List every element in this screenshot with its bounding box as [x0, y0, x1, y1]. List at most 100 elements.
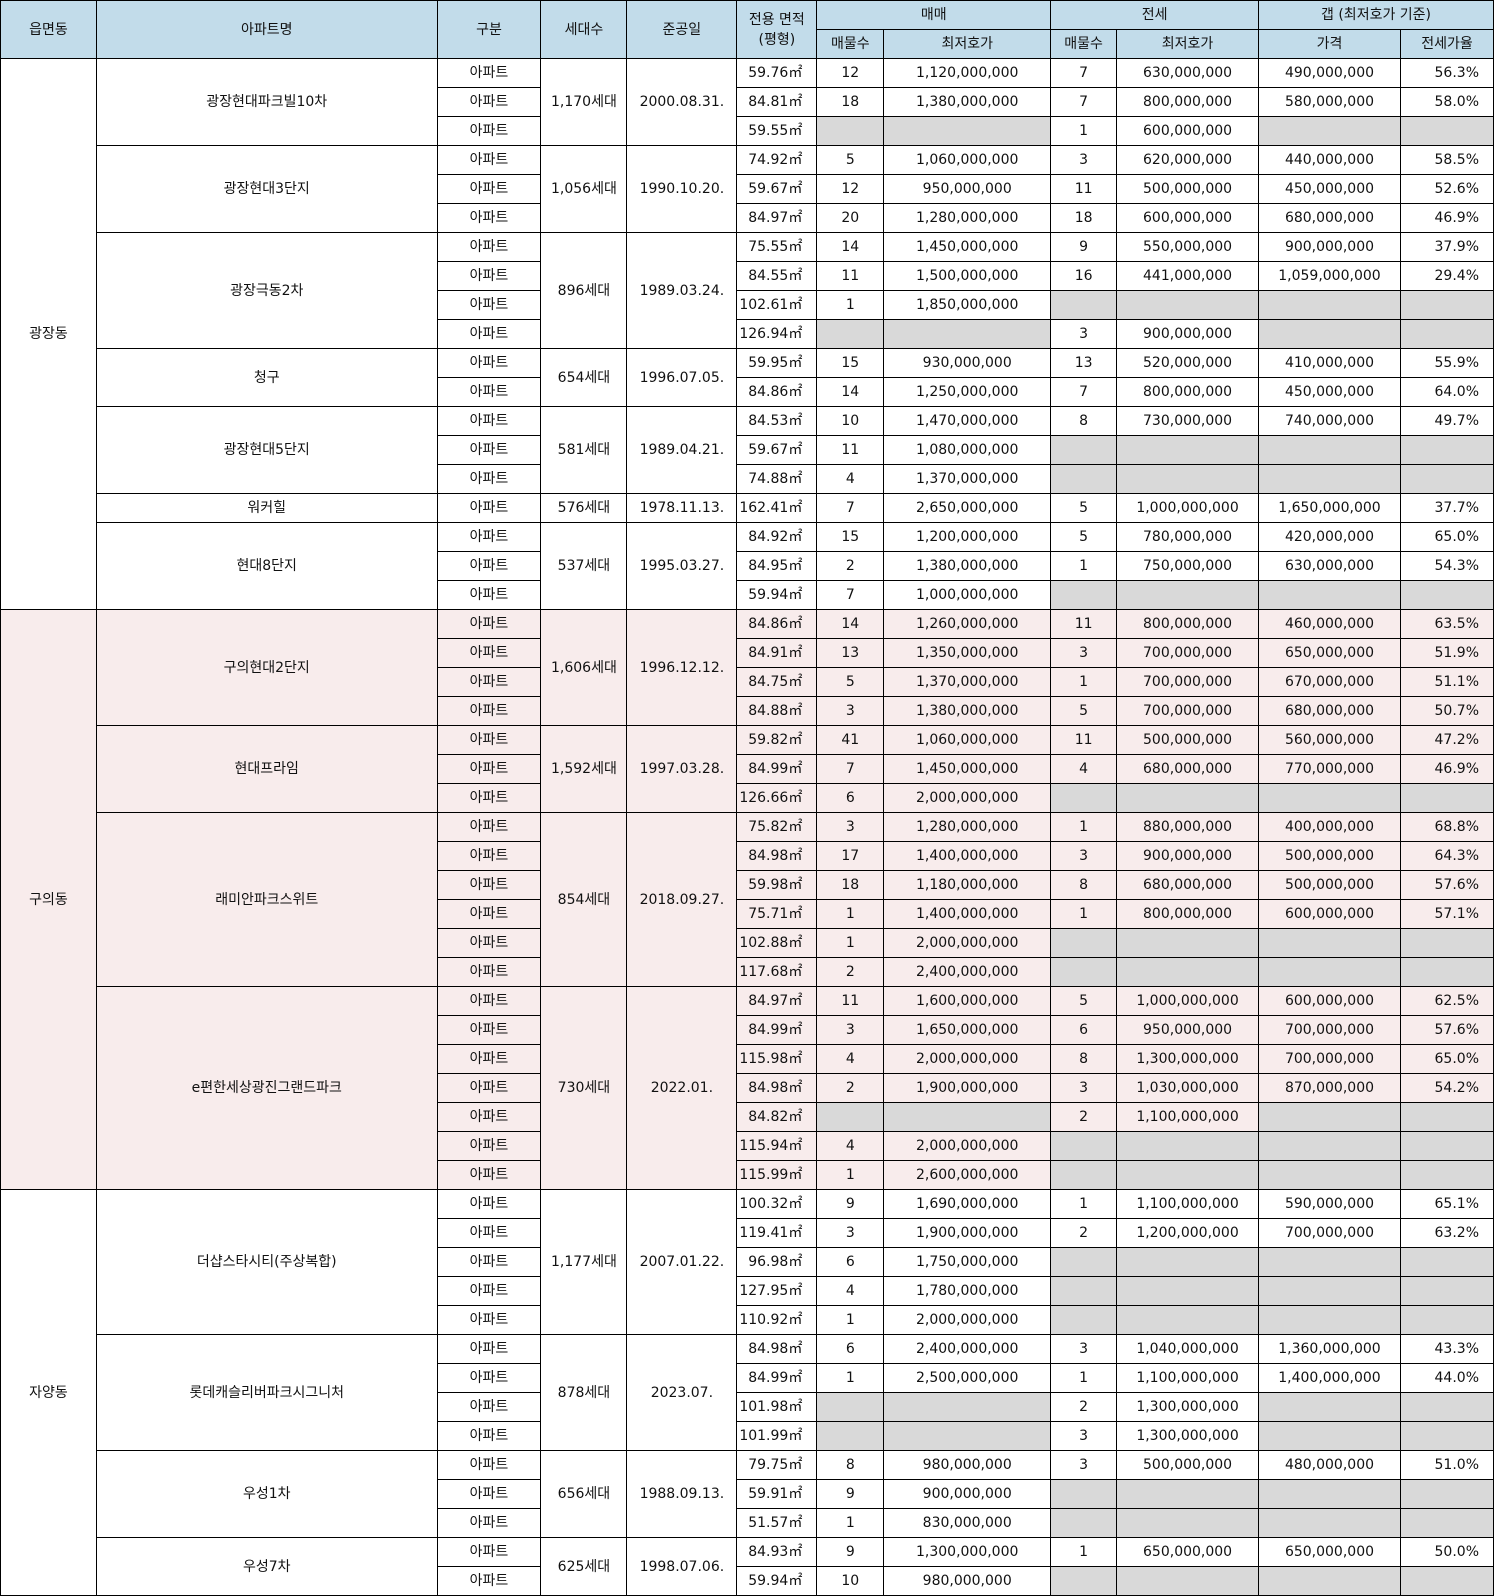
area-cell: 126.94㎡: [736, 319, 818, 349]
households-cell: 1,606세대: [540, 609, 628, 726]
jeonse-min-price-cell: 1,000,000,000: [1116, 493, 1260, 523]
gap-price-cell: [1258, 1566, 1401, 1596]
jeonse-min-price-cell: 880,000,000: [1116, 812, 1260, 842]
jeonse-count-cell: 7: [1050, 87, 1118, 117]
households-cell: 625세대: [540, 1537, 628, 1596]
area-cell: 84.99㎡: [736, 754, 818, 784]
gap-price-cell: 450,000,000: [1258, 377, 1401, 407]
type-cell: 아파트: [436, 1044, 542, 1074]
sale-min-price-cell: [883, 319, 1052, 349]
gap-price-cell: [1258, 1247, 1401, 1277]
sale-min-price-cell: 1,450,000,000: [883, 232, 1052, 262]
area-cell: 84.98㎡: [736, 1073, 818, 1103]
gap-price-cell: [1258, 435, 1401, 465]
gap-price-cell: 740,000,000: [1258, 406, 1401, 436]
header-region: 읍면동: [0, 0, 97, 59]
apartment-name-cell: 구의현대2단지: [95, 609, 438, 726]
table-row: 아파트 84.88㎡ 3 1,380,000,000 5 700,000,000 680,0…: [1, 696, 1494, 726]
table-row: 아파트 84.99㎡ 3 1,650,000,000 6 950,000,000 700,0…: [1, 1015, 1494, 1045]
sale-count-cell: 20: [816, 203, 885, 233]
table-header: 읍면동 아파트명 구분 세대수 준공일 전용 면적 (평형) 매매 전세 갭 (최…: [0, 0, 1494, 59]
area-cell: 115.99㎡: [736, 1160, 818, 1190]
sale-min-price-cell: 980,000,000: [883, 1450, 1052, 1480]
jeonse-count-cell: [1050, 1305, 1118, 1335]
sale-count-cell: 10: [816, 1566, 885, 1596]
jeonse-min-price-cell: 950,000,000: [1116, 1015, 1260, 1045]
sale-count-cell: 15: [816, 348, 885, 378]
apartment-name-cell: 우성1차: [95, 1450, 438, 1538]
type-cell: 아파트: [436, 1392, 542, 1422]
apartment-name-cell: 롯데캐슬리버파크시그니처: [95, 1334, 438, 1451]
jeonse-min-price-cell: 900,000,000: [1116, 841, 1260, 871]
sale-count-cell: [816, 1421, 885, 1451]
sale-count-cell: 41: [816, 725, 885, 755]
sale-count-cell: 6: [816, 783, 885, 813]
sale-min-price-cell: 1,000,000,000: [883, 580, 1052, 610]
area-cell: 101.98㎡: [736, 1392, 818, 1422]
area-cell: 59.95㎡: [736, 348, 818, 378]
region-cell: 자양동: [0, 1189, 97, 1596]
jeonse-min-price-cell: 500,000,000: [1116, 1450, 1260, 1480]
sale-count-cell: 4: [816, 464, 885, 494]
jeonse-ratio-cell: 64.0%: [1399, 377, 1494, 407]
jeonse-min-price-cell: 650,000,000: [1116, 1537, 1260, 1567]
apartment-name-cell: 현대8단지: [95, 522, 438, 610]
sale-count-cell: 7: [816, 493, 885, 523]
gap-price-cell: 490,000,000: [1258, 58, 1401, 88]
jeonse-count-cell: [1050, 1131, 1118, 1161]
type-cell: 아파트: [436, 1189, 542, 1219]
completion-date-cell: 2000.08.31.: [626, 58, 738, 146]
jeonse-min-price-cell: 680,000,000: [1116, 754, 1260, 784]
sale-min-price-cell: 1,350,000,000: [883, 638, 1052, 668]
jeonse-ratio-cell: 56.3%: [1399, 58, 1494, 88]
jeonse-ratio-cell: 65.1%: [1399, 1189, 1494, 1219]
gap-price-cell: 1,650,000,000: [1258, 493, 1401, 523]
gap-price-cell: [1258, 290, 1401, 320]
type-cell: 아파트: [436, 1015, 542, 1045]
sale-min-price-cell: 1,200,000,000: [883, 522, 1052, 552]
area-cell: 84.81㎡: [736, 87, 818, 117]
gap-price-cell: 900,000,000: [1258, 232, 1401, 262]
sale-min-price-cell: 1,260,000,000: [883, 609, 1052, 639]
type-cell: 아파트: [436, 1160, 542, 1190]
area-cell: 75.82㎡: [736, 812, 818, 842]
jeonse-min-price-cell: 550,000,000: [1116, 232, 1260, 262]
sale-count-cell: 3: [816, 1015, 885, 1045]
sale-min-price-cell: 1,400,000,000: [883, 841, 1052, 871]
gap-price-cell: 440,000,000: [1258, 145, 1401, 175]
completion-date-cell: 2022.01.: [626, 986, 738, 1190]
sale-min-price-cell: 1,300,000,000: [883, 1537, 1052, 1567]
jeonse-count-cell: [1050, 1160, 1118, 1190]
gap-price-cell: 410,000,000: [1258, 348, 1401, 378]
apartment-name-cell: 청구: [95, 348, 438, 407]
table-row: 광장동 광장현대파크빌10차 아파트 1,170세대 2000.08.31. 59.76㎡…: [0, 58, 1494, 610]
area-cell: 84.93㎡: [736, 1537, 818, 1567]
gap-price-cell: 420,000,000: [1258, 522, 1401, 552]
jeonse-min-price-cell: 900,000,000: [1116, 319, 1260, 349]
jeonse-ratio-cell: [1399, 1305, 1494, 1335]
type-cell: 아파트: [436, 435, 542, 465]
apartment-name-cell: 광장극동2차: [95, 232, 438, 349]
sale-count-cell: 3: [816, 1218, 885, 1248]
jeonse-count-cell: [1050, 957, 1118, 987]
sale-count-cell: 8: [816, 1450, 885, 1480]
gap-price-cell: [1258, 783, 1401, 813]
completion-date-cell: 1990.10.20.: [626, 145, 738, 233]
sale-min-price-cell: 1,600,000,000: [883, 986, 1052, 1016]
apartment-name-cell: 현대프라임: [95, 725, 438, 813]
completion-date-cell: 1998.07.06.: [626, 1537, 738, 1596]
jeonse-count-cell: [1050, 435, 1118, 465]
area-cell: 75.55㎡: [736, 232, 818, 262]
jeonse-ratio-cell: [1399, 1421, 1494, 1451]
area-cell: 84.92㎡: [736, 522, 818, 552]
table-row: 아파트 102.88㎡ 1 2,000,000,000: [1, 928, 1494, 958]
jeonse-count-cell: 18: [1050, 203, 1118, 233]
completion-date-cell: 1978.11.13.: [626, 493, 738, 523]
jeonse-ratio-cell: 43.3%: [1399, 1334, 1494, 1364]
sale-count-cell: 1: [816, 1305, 885, 1335]
sale-count-cell: 14: [816, 232, 885, 262]
area-cell: 117.68㎡: [736, 957, 818, 987]
area-cell: 84.82㎡: [736, 1102, 818, 1132]
sale-min-price-cell: 2,000,000,000: [883, 1044, 1052, 1074]
jeonse-min-price-cell: 700,000,000: [1116, 696, 1260, 726]
